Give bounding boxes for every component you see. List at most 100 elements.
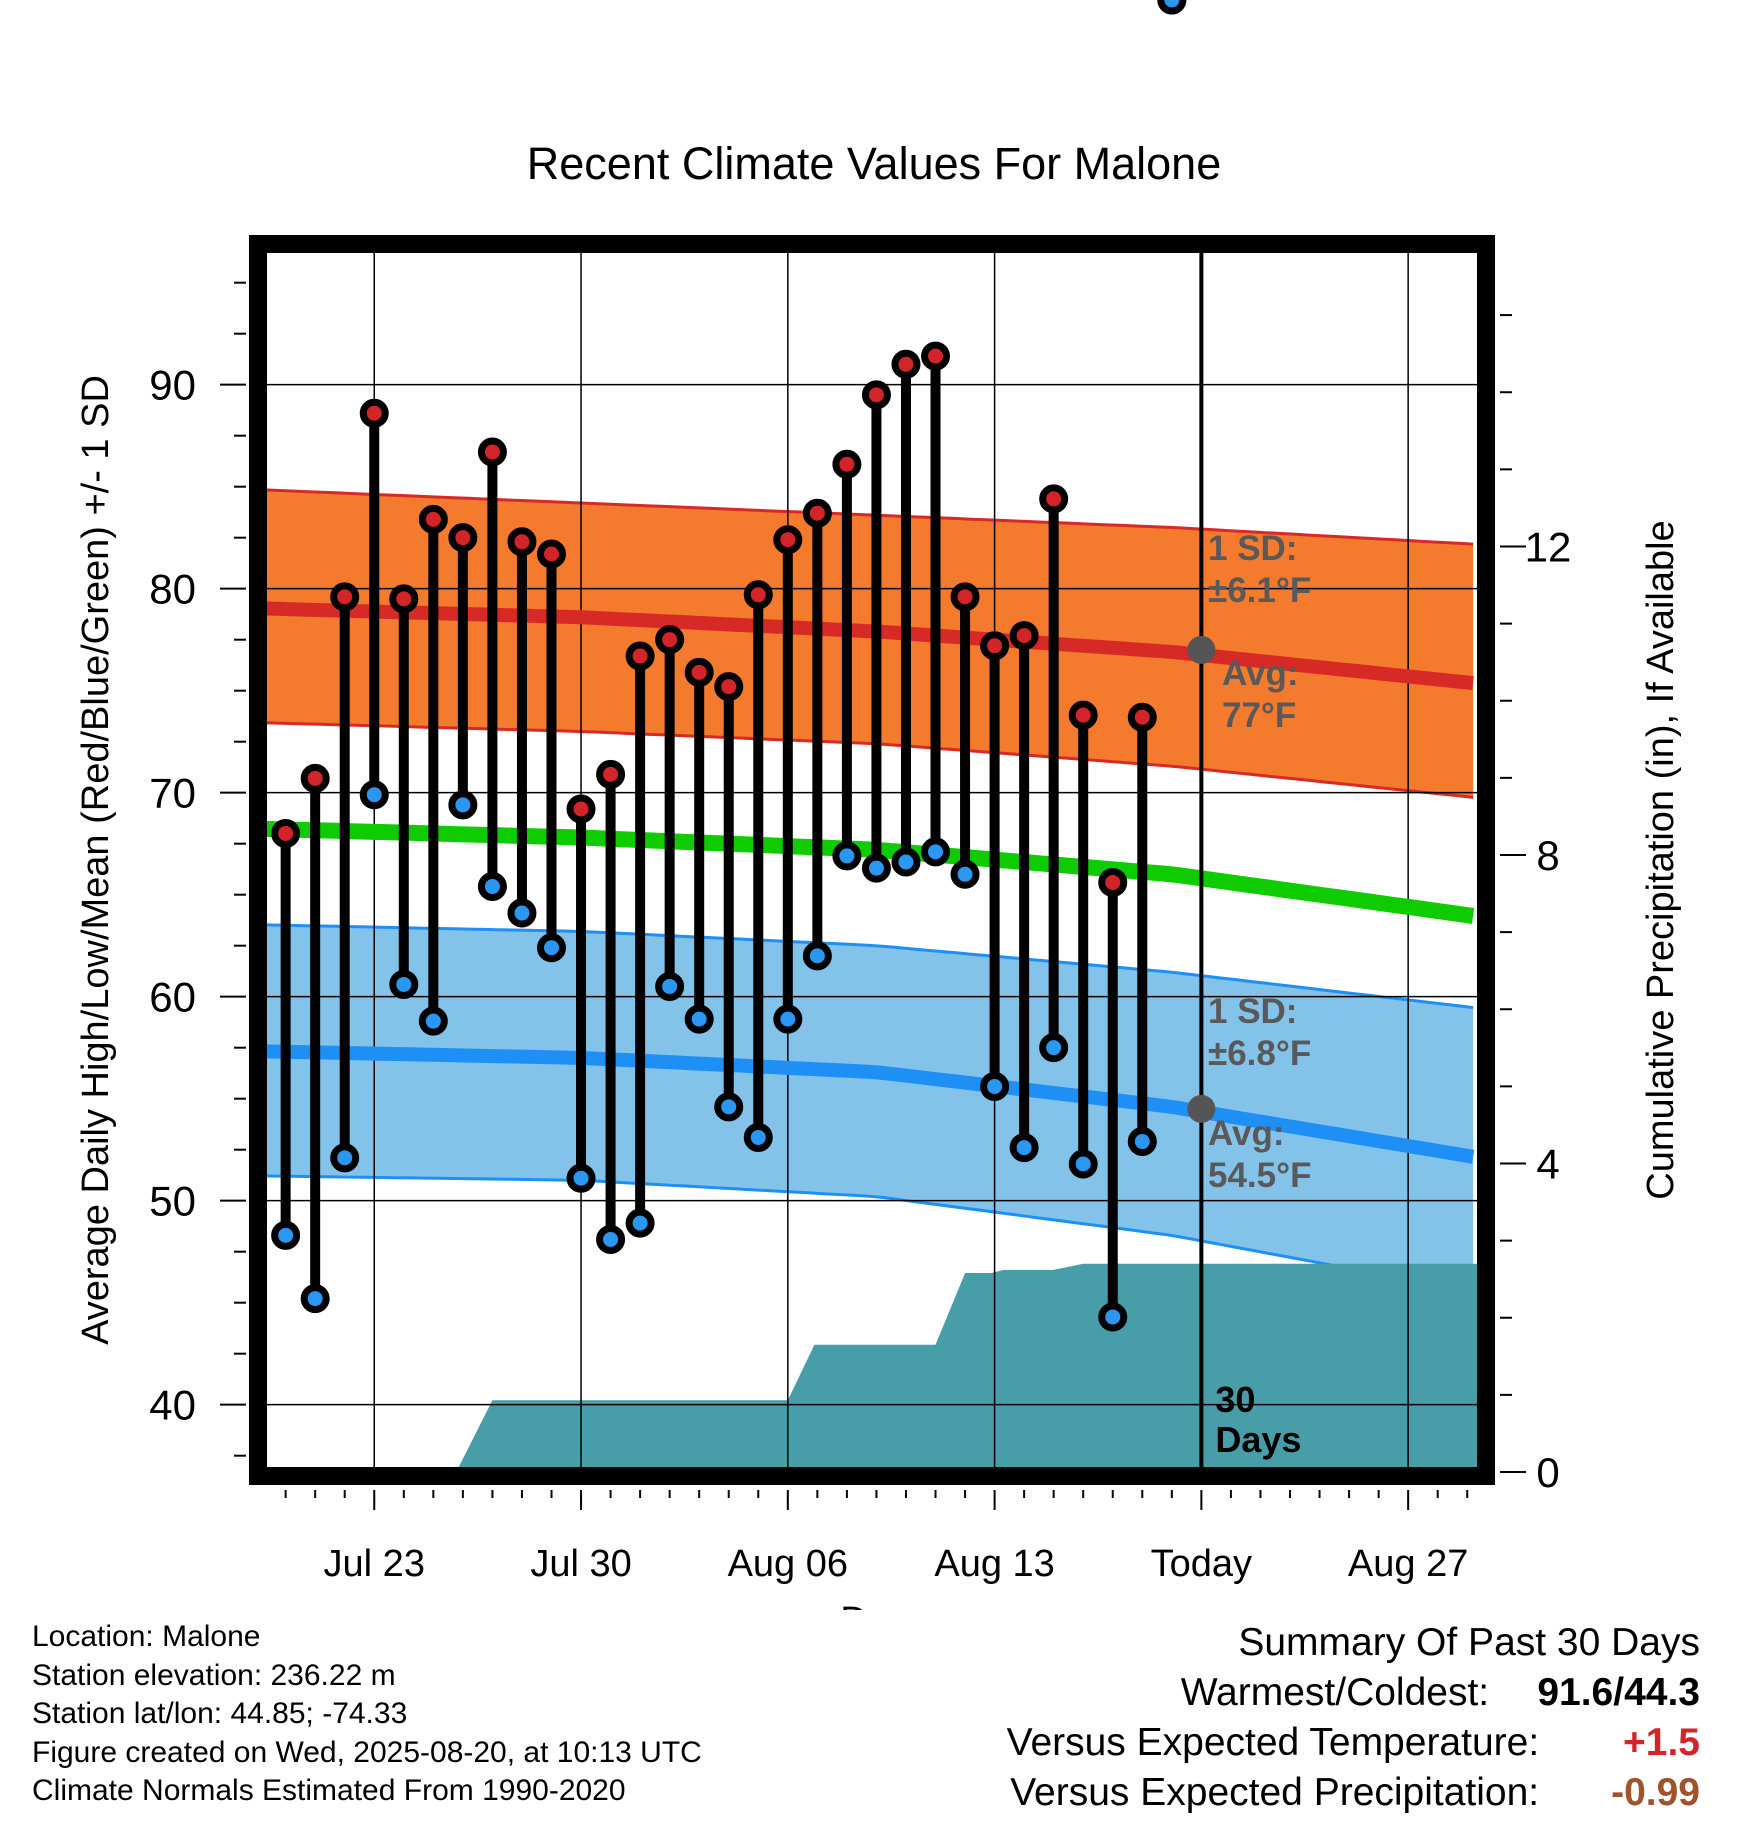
low-point [1098, 1302, 1128, 1332]
high-point [950, 582, 980, 612]
y-tick-label-50: 50 [149, 1178, 196, 1225]
low-point [773, 1004, 803, 1034]
high-point [684, 657, 714, 687]
high-point [891, 349, 921, 379]
low-point [714, 1092, 744, 1122]
high-point [921, 341, 951, 371]
low-point [655, 971, 685, 1001]
low-point [743, 1122, 773, 1152]
low-point [802, 941, 832, 971]
low-point [300, 1284, 330, 1314]
summary-title: Summary Of Past 30 Days [1238, 1621, 1700, 1664]
y2-tick-label-8: 8 [1536, 832, 1559, 879]
low-point [536, 933, 566, 963]
daily-dots [271, 0, 1187, 1332]
low-point [1009, 1133, 1039, 1163]
y-tick-label-60: 60 [149, 974, 196, 1021]
high-point [773, 525, 803, 555]
high-avg-value: 77°F [1222, 696, 1296, 735]
high-point [448, 523, 478, 553]
high-point [330, 582, 360, 612]
low-sd-band [262, 924, 1474, 1292]
low-point [861, 853, 891, 883]
daily-range-stems [280, 356, 1148, 1317]
x-tick-label: Jul 23 [324, 1543, 425, 1585]
high-point [507, 527, 537, 557]
high-point [477, 437, 507, 467]
low-point [950, 859, 980, 889]
x-tick-label: Aug 13 [934, 1543, 1054, 1585]
chart-title: Recent Climate Values For Malone [527, 138, 1221, 189]
axes: 40 50 60 70 80 90 0 4 8 12 Jul 23 Jul 30 Aug 06 Aug 1… [75, 281, 1682, 1610]
summary-panel: Summary Of Past 30 Days Warmest/Coldest:… [1007, 1618, 1700, 1818]
temp-departure-label: Versus Expected Temperature: [1006, 1721, 1540, 1764]
warmest-value: 91.6/44.3 [1537, 1671, 1700, 1714]
low-point [418, 1006, 448, 1036]
y-tick-label-70: 70 [149, 770, 196, 817]
x-axis-title: Day [840, 1600, 908, 1610]
high-point [1039, 484, 1069, 514]
high-point [832, 449, 862, 479]
normal-low-line [261, 1044, 1475, 1164]
high-point [418, 504, 448, 534]
low-point [389, 969, 419, 999]
x-tick-label: Aug 27 [1348, 1543, 1468, 1585]
high-sd-band-upper-edge [261, 488, 1474, 546]
high-point [271, 818, 301, 848]
y2-tick-label-12: 12 [1525, 523, 1572, 570]
y-tick-label-80: 80 [149, 566, 196, 613]
low-point [1157, 0, 1187, 15]
precip-area [262, 1263, 1482, 1472]
x-tick-label: Aug 06 [728, 1543, 848, 1585]
today-days-number: 30 [1215, 1379, 1255, 1420]
low-point [330, 1143, 360, 1173]
low-sd-value: ±6.8°F [1208, 1034, 1311, 1073]
low-point [921, 837, 951, 867]
x-tick-label: Jul 30 [530, 1543, 631, 1585]
y2-tick-label-0: 0 [1536, 1449, 1559, 1496]
y2-tick-label-4: 4 [1536, 1140, 1559, 1187]
normal-bands [261, 488, 1474, 1293]
low-point [507, 898, 537, 928]
high-point [980, 631, 1010, 661]
low-point [566, 1163, 596, 1193]
low-point [980, 1071, 1010, 1101]
low-point [891, 847, 921, 877]
y-axis-title: Average Daily High/Low/Mean (Red/Blue/Gr… [75, 375, 117, 1345]
low-point [448, 790, 478, 820]
plot-frame [249, 235, 1495, 1485]
normal-mean-line [261, 820, 1475, 924]
location-text: Location: Malone [32, 1620, 261, 1653]
high-point [861, 380, 891, 410]
high-point [596, 759, 626, 789]
high-point [1009, 621, 1039, 651]
today-days-word: Days [1215, 1419, 1301, 1460]
low-point [359, 780, 389, 810]
high-point [536, 539, 566, 569]
high-point [359, 398, 389, 428]
x-tick-label: Today [1151, 1543, 1252, 1585]
precip-departure-value: -0.99 [1611, 1771, 1700, 1814]
high-point [655, 625, 685, 655]
low-avg-value: 54.5°F [1208, 1156, 1312, 1195]
low-sd-band-lower-edge [261, 1174, 1474, 1293]
low-point [1039, 1033, 1069, 1063]
high-avg-label: Avg: [1222, 654, 1298, 693]
y-tick-label-90: 90 [149, 362, 196, 409]
high-sd-band [262, 489, 1474, 798]
low-point [596, 1224, 626, 1254]
low-point [1127, 1127, 1157, 1157]
elevation-text: Station elevation: 236.22 m [32, 1658, 396, 1692]
high-point [566, 794, 596, 824]
high-point [300, 763, 330, 793]
precip-departure-label: Versus Expected Precipitation: [1010, 1771, 1540, 1814]
low-point [625, 1208, 655, 1238]
high-point [1098, 867, 1128, 897]
cumulative-precip-area [262, 1263, 1482, 1472]
low-point [684, 1004, 714, 1034]
warmest-label: Warmest/Coldest: [1180, 1671, 1490, 1714]
low-sd-band-upper-edge [261, 923, 1474, 1010]
created-text: Figure created on Wed, 2025-08-20, at 10… [32, 1735, 702, 1769]
